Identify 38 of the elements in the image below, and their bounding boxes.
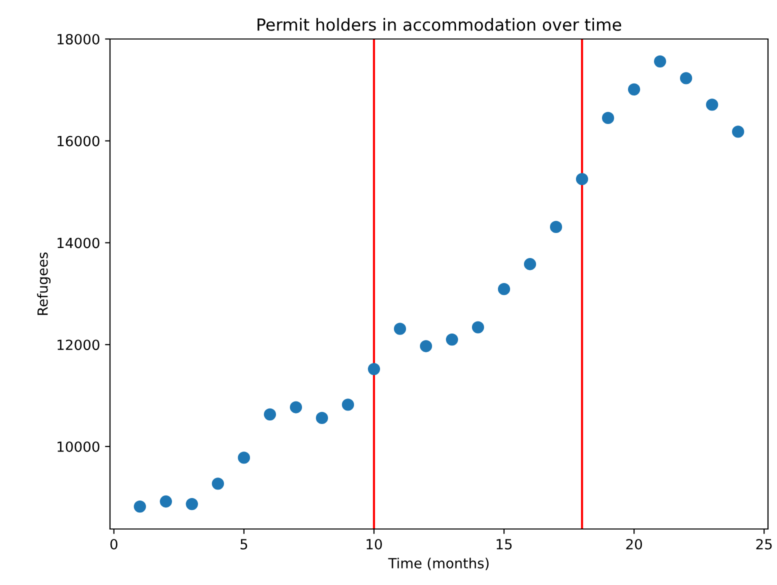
point [498, 283, 510, 296]
point [602, 112, 614, 124]
x-tick-label: 20 [626, 538, 642, 550]
point [472, 321, 484, 334]
point [524, 258, 536, 270]
point [290, 401, 302, 414]
point [420, 340, 432, 352]
chart-title: Permit holders in accommodation over time [258, 18, 622, 31]
x-axis-title: Time (months) [388, 558, 489, 570]
x-tick-label: 15 [496, 539, 512, 550]
x-tick-label: 5 [240, 539, 248, 550]
y-axis-title: Refugees [37, 252, 51, 315]
point [706, 98, 718, 111]
point [394, 322, 406, 335]
point [264, 408, 276, 420]
point [446, 333, 458, 346]
point [238, 452, 250, 464]
point [186, 498, 198, 510]
point [368, 362, 380, 376]
point [628, 83, 640, 96]
point [134, 500, 146, 513]
point [654, 55, 666, 68]
point [550, 220, 562, 234]
point [160, 495, 172, 508]
x-tick-label: 10 [366, 538, 382, 550]
x-tick-label: 0 [110, 538, 118, 550]
point [680, 72, 692, 84]
y-tick-label: 18000 [58, 34, 100, 44]
x-tick-label: 25 [756, 538, 772, 550]
y-tick-label: 14000 [58, 238, 100, 248]
y-tick-label: 12000 [58, 340, 100, 350]
point [316, 412, 328, 424]
point [732, 126, 744, 138]
point [576, 173, 588, 186]
point [212, 478, 224, 490]
y-tick-label: 10000 [58, 441, 100, 452]
y-tick-label: 16000 [58, 136, 100, 146]
point [342, 398, 354, 411]
